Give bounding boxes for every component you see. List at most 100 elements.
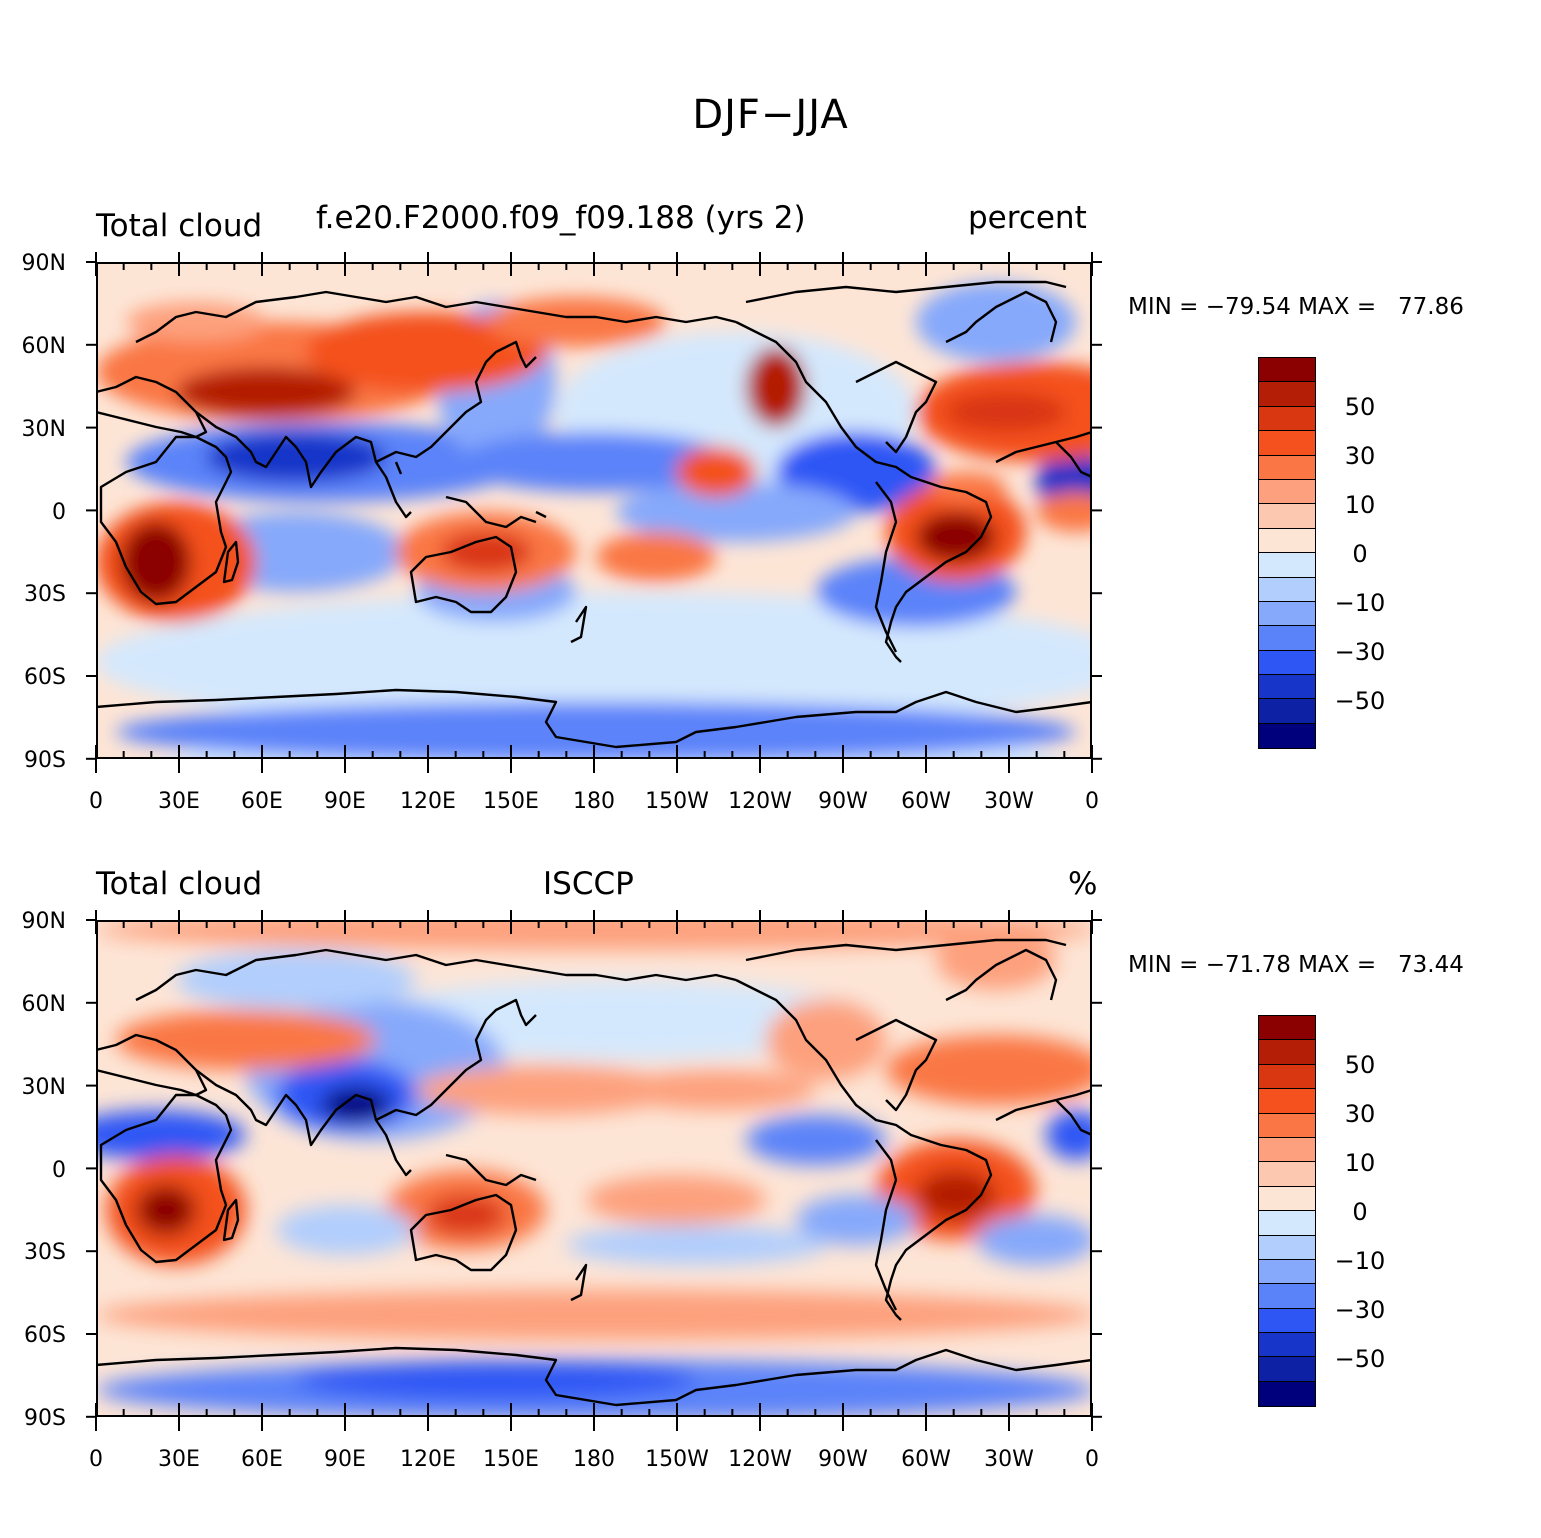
colorbar-swatch (1259, 1357, 1315, 1382)
min-label: MIN = (1128, 952, 1199, 978)
figure-title: DJF−JJA (692, 92, 849, 138)
lon-label: 30W (984, 789, 1034, 814)
colorbar-label: −30 (1334, 1296, 1386, 1324)
coastlines (96, 938, 1092, 1407)
colorbar-swatch (1259, 650, 1315, 676)
panel-center-title: ISCCP (543, 866, 634, 902)
lon-label: 120W (728, 789, 792, 814)
lon-label: 60E (241, 789, 283, 814)
colorbar-swatch (1259, 1162, 1315, 1187)
lon-label: 150E (483, 789, 539, 814)
colorbar-label: −10 (1334, 1247, 1386, 1275)
panel-left-title: Total cloud (96, 208, 263, 244)
lon-label: 150E (483, 1447, 539, 1472)
lon-label: 30E (158, 789, 200, 814)
colorbar-label: 30 (1344, 1100, 1376, 1128)
colorbar-swatch (1259, 1186, 1315, 1212)
lon-label: 120E (400, 789, 456, 814)
lat-label: 30S (24, 1240, 66, 1265)
lat-label: 60N (21, 334, 66, 359)
min-label: MIN = (1128, 294, 1199, 320)
colorbar-swatch (1259, 577, 1315, 602)
colorbar (1258, 357, 1316, 749)
lat-label: 30N (21, 1075, 66, 1100)
lon-label: 60W (901, 1447, 951, 1472)
lon-label: 120W (728, 1447, 792, 1472)
panel-center-title: f.e20.F2000.f09_f09.188 (yrs 2) (316, 200, 806, 236)
colorbar-label: −50 (1334, 687, 1386, 715)
lat-label: 90N (21, 251, 66, 276)
colorbar-label: 30 (1344, 442, 1376, 470)
colorbar-swatch (1259, 1137, 1315, 1163)
min-max-readout: MIN = −79.54 MAX = 77.86 (1128, 294, 1464, 320)
lon-label: 30E (158, 1447, 200, 1472)
lat-label: 0 (52, 1158, 66, 1183)
colorbar-swatch (1259, 1235, 1315, 1260)
lon-label: 90W (818, 1447, 868, 1472)
coastlines (96, 280, 1092, 749)
colorbar-label: 50 (1344, 393, 1376, 421)
colorbar-swatch (1259, 1064, 1315, 1090)
colorbar-swatch (1259, 723, 1315, 749)
lat-label: 90S (24, 748, 66, 773)
colorbar-swatch (1259, 1284, 1315, 1309)
colorbar-swatch (1259, 1016, 1315, 1041)
lon-label: 0 (1085, 789, 1099, 814)
lat-label: 30N (21, 417, 66, 442)
lat-label: 60N (21, 992, 66, 1017)
lon-label: 30W (984, 1447, 1034, 1472)
lon-label: 150W (645, 789, 709, 814)
panel-right-title: percent (968, 200, 1087, 236)
colorbar-swatch (1259, 406, 1315, 432)
colorbar-swatch (1259, 358, 1315, 383)
lon-label: 0 (89, 789, 103, 814)
min-max-readout: MIN = −71.78 MAX = 73.44 (1128, 952, 1464, 978)
colorbar (1258, 1015, 1316, 1407)
max-label: MAX = (1298, 294, 1377, 320)
lat-label: 0 (52, 500, 66, 525)
lon-label: 180 (573, 789, 615, 814)
lon-label: 60W (901, 789, 951, 814)
colorbar-label: −30 (1334, 638, 1386, 666)
field-shading (96, 920, 1092, 1417)
colorbar-swatch (1259, 382, 1315, 407)
colorbar-swatch (1259, 455, 1315, 480)
colorbar-label: 10 (1344, 1149, 1376, 1177)
colorbar-label: 0 (1352, 1198, 1368, 1226)
colorbar-swatch (1259, 1113, 1315, 1138)
lon-label: 150W (645, 1447, 709, 1472)
lon-label: 0 (1085, 1447, 1099, 1472)
max-value: 77.86 (1398, 294, 1464, 320)
colorbar-swatch (1259, 1211, 1315, 1236)
panel-left-title: Total cloud (96, 866, 263, 902)
lon-label: 180 (573, 1447, 615, 1472)
colorbar-label: −10 (1334, 589, 1386, 617)
lon-label: 90E (324, 1447, 366, 1472)
colorbar-swatch (1259, 504, 1315, 529)
lon-label: 90W (818, 789, 868, 814)
colorbar-swatch (1259, 675, 1315, 700)
lat-label: 60S (24, 1323, 66, 1348)
colorbar-swatch (1259, 1308, 1315, 1334)
colorbar-label: 10 (1344, 491, 1376, 519)
colorbar-swatch (1259, 1381, 1315, 1407)
colorbar-swatch (1259, 528, 1315, 554)
lon-label: 90E (324, 789, 366, 814)
min-value: −71.78 (1205, 952, 1291, 978)
contour-map (96, 920, 1092, 1417)
lat-label: 60S (24, 665, 66, 690)
lon-label: 60E (241, 1447, 283, 1472)
max-label: MAX = (1298, 952, 1377, 978)
contour-map (96, 262, 1092, 759)
panel-right-title: % (1068, 866, 1098, 902)
lat-label: 90S (24, 1406, 66, 1431)
colorbar-swatch (1259, 553, 1315, 578)
min-value: −79.54 (1205, 294, 1291, 320)
lon-label: 120E (400, 1447, 456, 1472)
colorbar-swatch (1259, 1259, 1315, 1285)
colorbar-label: −50 (1334, 1345, 1386, 1373)
colorbar-label: 50 (1344, 1051, 1376, 1079)
max-value: 73.44 (1398, 952, 1464, 978)
colorbar-swatch (1259, 1040, 1315, 1065)
colorbar-swatch (1259, 1089, 1315, 1114)
